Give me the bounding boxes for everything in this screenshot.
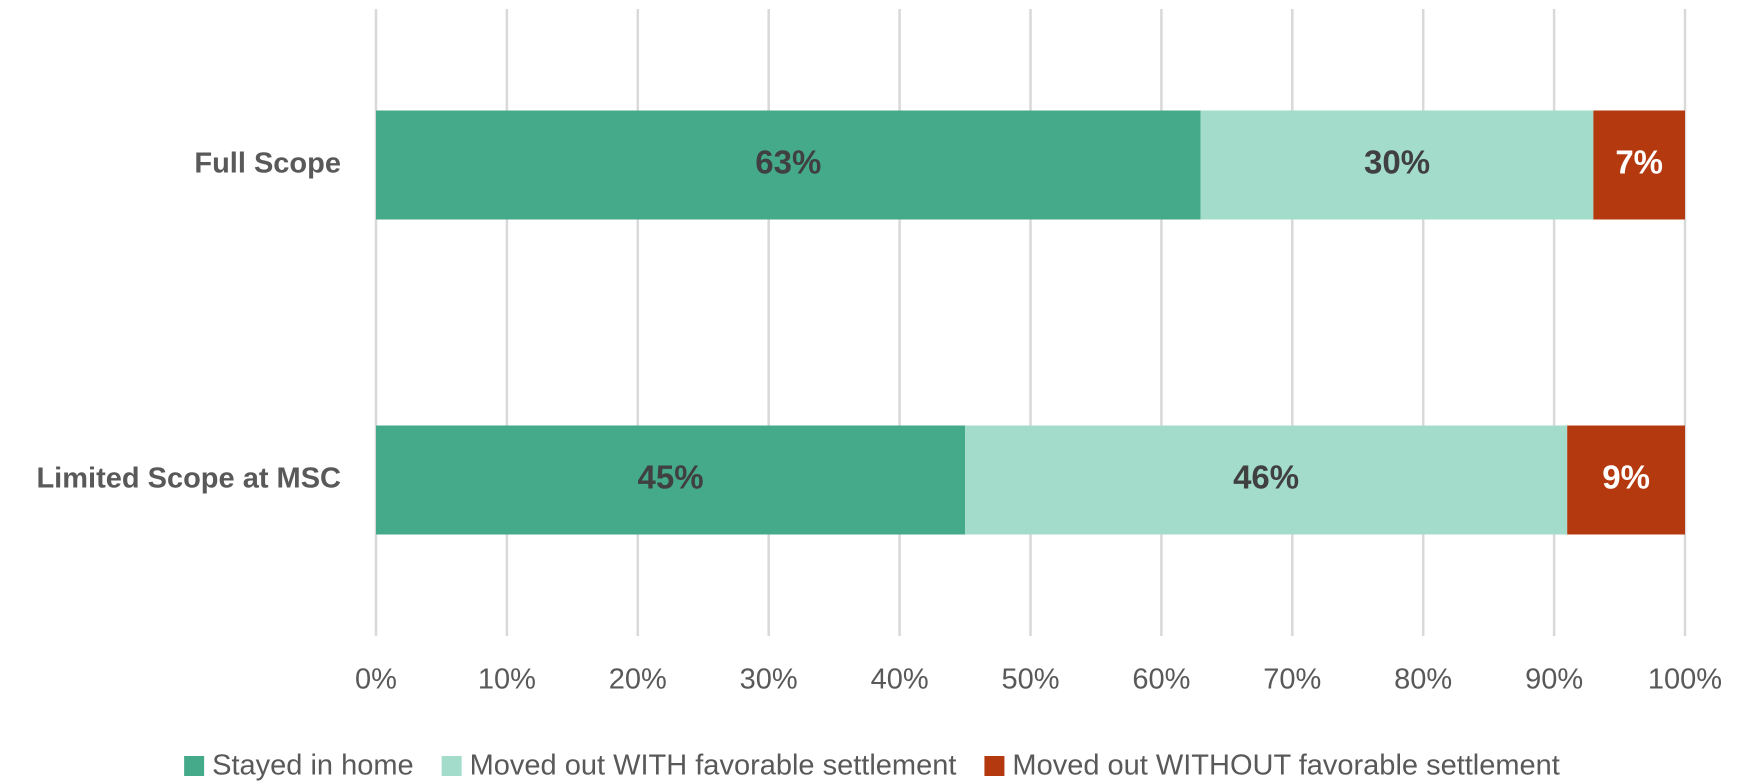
- legend-label: Moved out WITH favorable settlement: [470, 750, 957, 782]
- bar-segment: [376, 110, 1201, 220]
- y-tick-label: Full Scope: [194, 148, 341, 180]
- data-label: 45%: [637, 459, 703, 496]
- legend-swatch: [441, 756, 462, 776]
- x-tick-label: 70%: [1263, 664, 1321, 696]
- x-tick-label: 80%: [1394, 664, 1452, 696]
- bar-segment: [965, 425, 1568, 535]
- legend-swatch: [984, 756, 1005, 776]
- y-tick-label: Limited Scope at MSC: [36, 463, 341, 495]
- x-tick-label: 90%: [1525, 664, 1583, 696]
- data-label: 46%: [1233, 459, 1299, 496]
- bar-segment: [1567, 425, 1685, 535]
- data-label: 63%: [755, 144, 821, 181]
- data-label: 7%: [1615, 144, 1663, 181]
- data-label: 9%: [1602, 459, 1650, 496]
- legend-label: Stayed in home: [212, 750, 414, 782]
- legend-label: Moved out WITHOUT favorable settlement: [1012, 750, 1559, 782]
- x-tick-label: 30%: [740, 664, 798, 696]
- data-label: 30%: [1364, 144, 1430, 181]
- x-tick-label: 100%: [1648, 664, 1722, 696]
- bar-segment: [1200, 110, 1594, 220]
- bar-segment: [376, 425, 966, 535]
- x-tick-label: 20%: [609, 664, 667, 696]
- x-tick-label: 40%: [871, 664, 929, 696]
- bar-segment: [1593, 110, 1685, 220]
- x-tick-label: 10%: [478, 664, 536, 696]
- x-tick-label: 0%: [355, 664, 397, 696]
- x-tick-label: 50%: [1001, 664, 1059, 696]
- legend-swatch: [184, 756, 205, 776]
- x-tick-label: 60%: [1132, 664, 1190, 696]
